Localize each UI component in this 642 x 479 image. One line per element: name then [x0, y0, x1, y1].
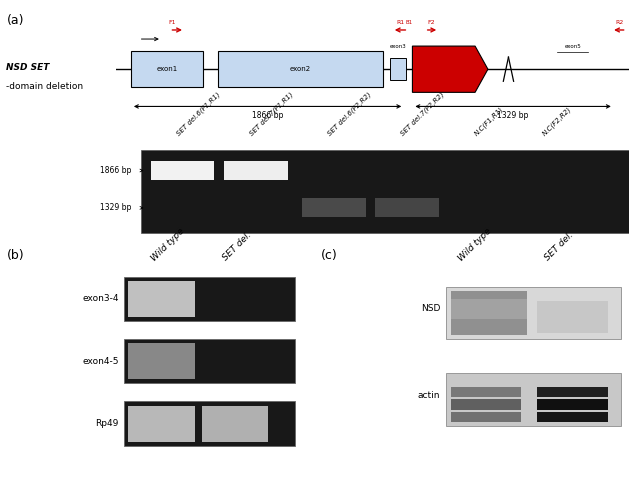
Text: SET del.: SET del.: [543, 230, 575, 262]
Text: SET del.7(F2,R2): SET del.7(F2,R2): [400, 91, 446, 137]
Bar: [224, 161, 288, 180]
Text: SET del.7(F1,R1): SET del.7(F1,R1): [248, 91, 295, 137]
Bar: [302, 198, 366, 217]
Text: Wild type: Wild type: [150, 226, 186, 262]
Text: F1: F1: [168, 20, 176, 25]
Bar: [202, 406, 268, 442]
Text: SET del.: SET del.: [221, 230, 253, 262]
Text: (c): (c): [321, 249, 338, 262]
Text: exon4-5: exon4-5: [82, 357, 119, 366]
Text: exon1: exon1: [156, 66, 178, 72]
Bar: [128, 343, 195, 379]
Bar: [451, 399, 521, 410]
Bar: [446, 287, 621, 339]
Text: (b): (b): [6, 249, 24, 262]
Text: F2: F2: [428, 20, 435, 25]
Text: (a): (a): [6, 14, 24, 27]
Text: R1: R1: [397, 20, 404, 25]
Bar: [376, 198, 439, 217]
Bar: [451, 291, 526, 335]
Text: exon3-4: exon3-4: [82, 295, 119, 303]
Bar: [537, 399, 607, 410]
Text: actin: actin: [418, 391, 440, 400]
Bar: [537, 301, 607, 333]
Text: 1866 bp: 1866 bp: [100, 166, 132, 175]
Bar: [451, 388, 521, 398]
Text: SET del.6(F1,R1): SET del.6(F1,R1): [175, 91, 221, 137]
Text: 1329 bp: 1329 bp: [100, 204, 132, 212]
Text: NSD: NSD: [421, 305, 440, 313]
Text: B1: B1: [406, 20, 413, 25]
Text: N.C(F2,R2): N.C(F2,R2): [541, 105, 573, 137]
Bar: [123, 277, 295, 321]
Bar: [446, 373, 621, 426]
Bar: [537, 388, 607, 398]
Text: 1866 bp: 1866 bp: [252, 111, 283, 120]
Bar: [128, 406, 195, 442]
Text: DsRed: DsRed: [434, 66, 460, 72]
Text: Wild type: Wild type: [456, 226, 493, 262]
Bar: [451, 411, 521, 422]
Bar: [123, 339, 295, 383]
Text: 1329 bp: 1329 bp: [498, 111, 529, 120]
Bar: [128, 281, 195, 317]
Text: exon5: exon5: [564, 44, 581, 48]
Bar: [123, 401, 295, 446]
Text: -domain deletion: -domain deletion: [6, 82, 83, 91]
Text: NSD SET: NSD SET: [6, 63, 50, 71]
Text: SET del.6(F2,R2): SET del.6(F2,R2): [327, 91, 372, 137]
Text: Rp49: Rp49: [96, 419, 119, 428]
Text: N.C(F1,R1): N.C(F1,R1): [473, 105, 505, 137]
Text: exon2: exon2: [290, 66, 311, 72]
Bar: [151, 161, 214, 180]
Bar: [131, 51, 203, 87]
Bar: [218, 51, 383, 87]
Bar: [537, 411, 607, 422]
Polygon shape: [412, 46, 488, 92]
Text: exon3: exon3: [390, 44, 406, 48]
Bar: [141, 150, 629, 233]
Text: R2: R2: [616, 20, 624, 25]
Bar: [390, 58, 406, 80]
Bar: [451, 299, 526, 319]
